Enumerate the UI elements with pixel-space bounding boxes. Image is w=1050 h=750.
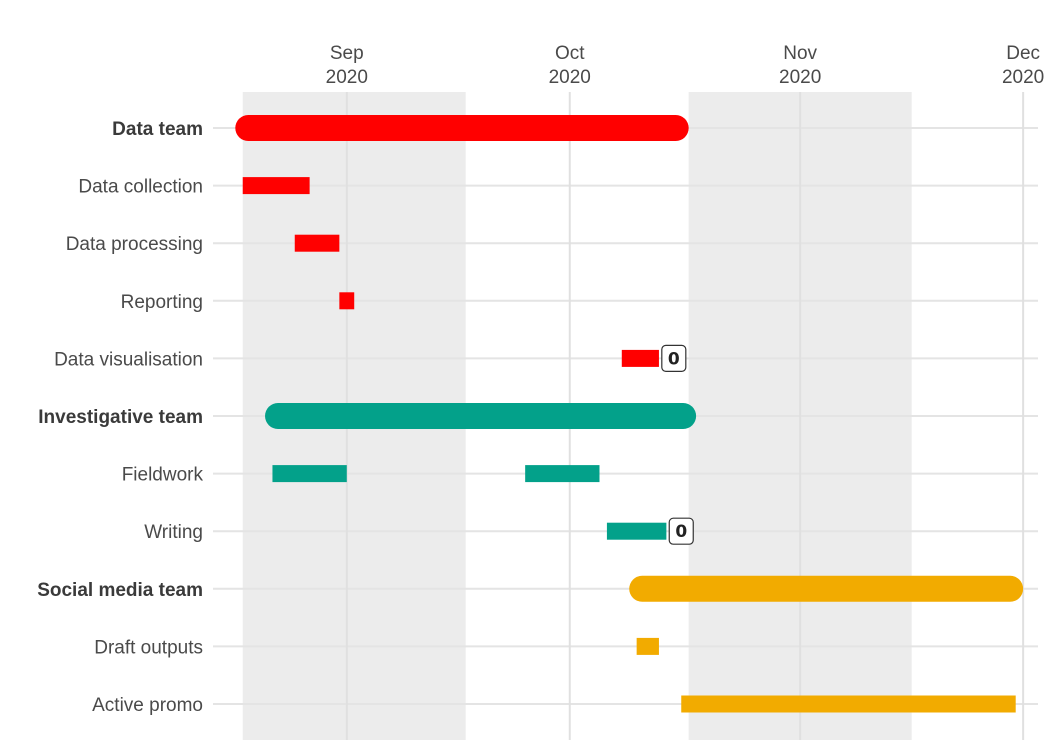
task-label: Data visualisation: [54, 349, 203, 370]
milestone-label: 0: [675, 522, 687, 542]
x-tick-label-month: Sep: [330, 43, 364, 64]
task-label: Fieldwork: [122, 465, 204, 486]
group-label: Social media team: [37, 580, 203, 601]
task-label: Data collection: [78, 177, 203, 198]
x-tick-label-month: Nov: [783, 43, 817, 64]
task-bar: [636, 637, 659, 655]
task-bar: [606, 522, 667, 540]
x-tick-label-year: 2020: [779, 67, 821, 88]
group-bar: [629, 575, 1024, 602]
task-bar: [272, 465, 347, 483]
task-label: Writing: [144, 522, 203, 543]
group-label: Data team: [112, 119, 203, 140]
x-tick-label-month: Oct: [555, 43, 585, 64]
task-label: Active promo: [92, 695, 203, 716]
task-bar: [294, 234, 340, 252]
x-tick-label-year: 2020: [326, 67, 368, 88]
milestone-label: 0: [668, 349, 680, 369]
group-label: Investigative team: [38, 407, 203, 428]
x-axis-ticks: Sep 2020 Oct 2020 Nov 2020 Dec 2020: [326, 43, 1045, 88]
task-label: Draft outputs: [94, 637, 203, 658]
task-bar: [242, 177, 310, 195]
group-bar: [235, 115, 689, 141]
group-bar: [265, 403, 697, 429]
task-bar: [621, 349, 659, 367]
task-bar: [339, 292, 355, 310]
task-bars: [235, 115, 1024, 713]
task-bar: [681, 695, 1016, 713]
x-tick-label-year: 2020: [549, 67, 591, 88]
milestone-badge: [668, 517, 694, 545]
row-labels: Data team Data collection Data processing R…: [37, 119, 203, 716]
x-tick-label-month: Dec: [1006, 43, 1040, 64]
milestone-badge: [661, 344, 687, 372]
task-bar: [525, 465, 600, 483]
milestones: 00: [661, 344, 694, 545]
x-tick-label-year: 2020: [1002, 67, 1044, 88]
task-label: Data processing: [66, 234, 203, 255]
task-label: Reporting: [121, 292, 203, 313]
